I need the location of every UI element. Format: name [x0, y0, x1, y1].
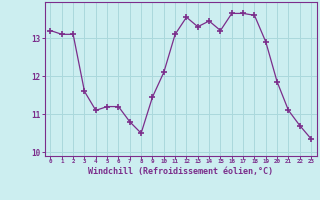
X-axis label: Windchill (Refroidissement éolien,°C): Windchill (Refroidissement éolien,°C) [88, 167, 273, 176]
